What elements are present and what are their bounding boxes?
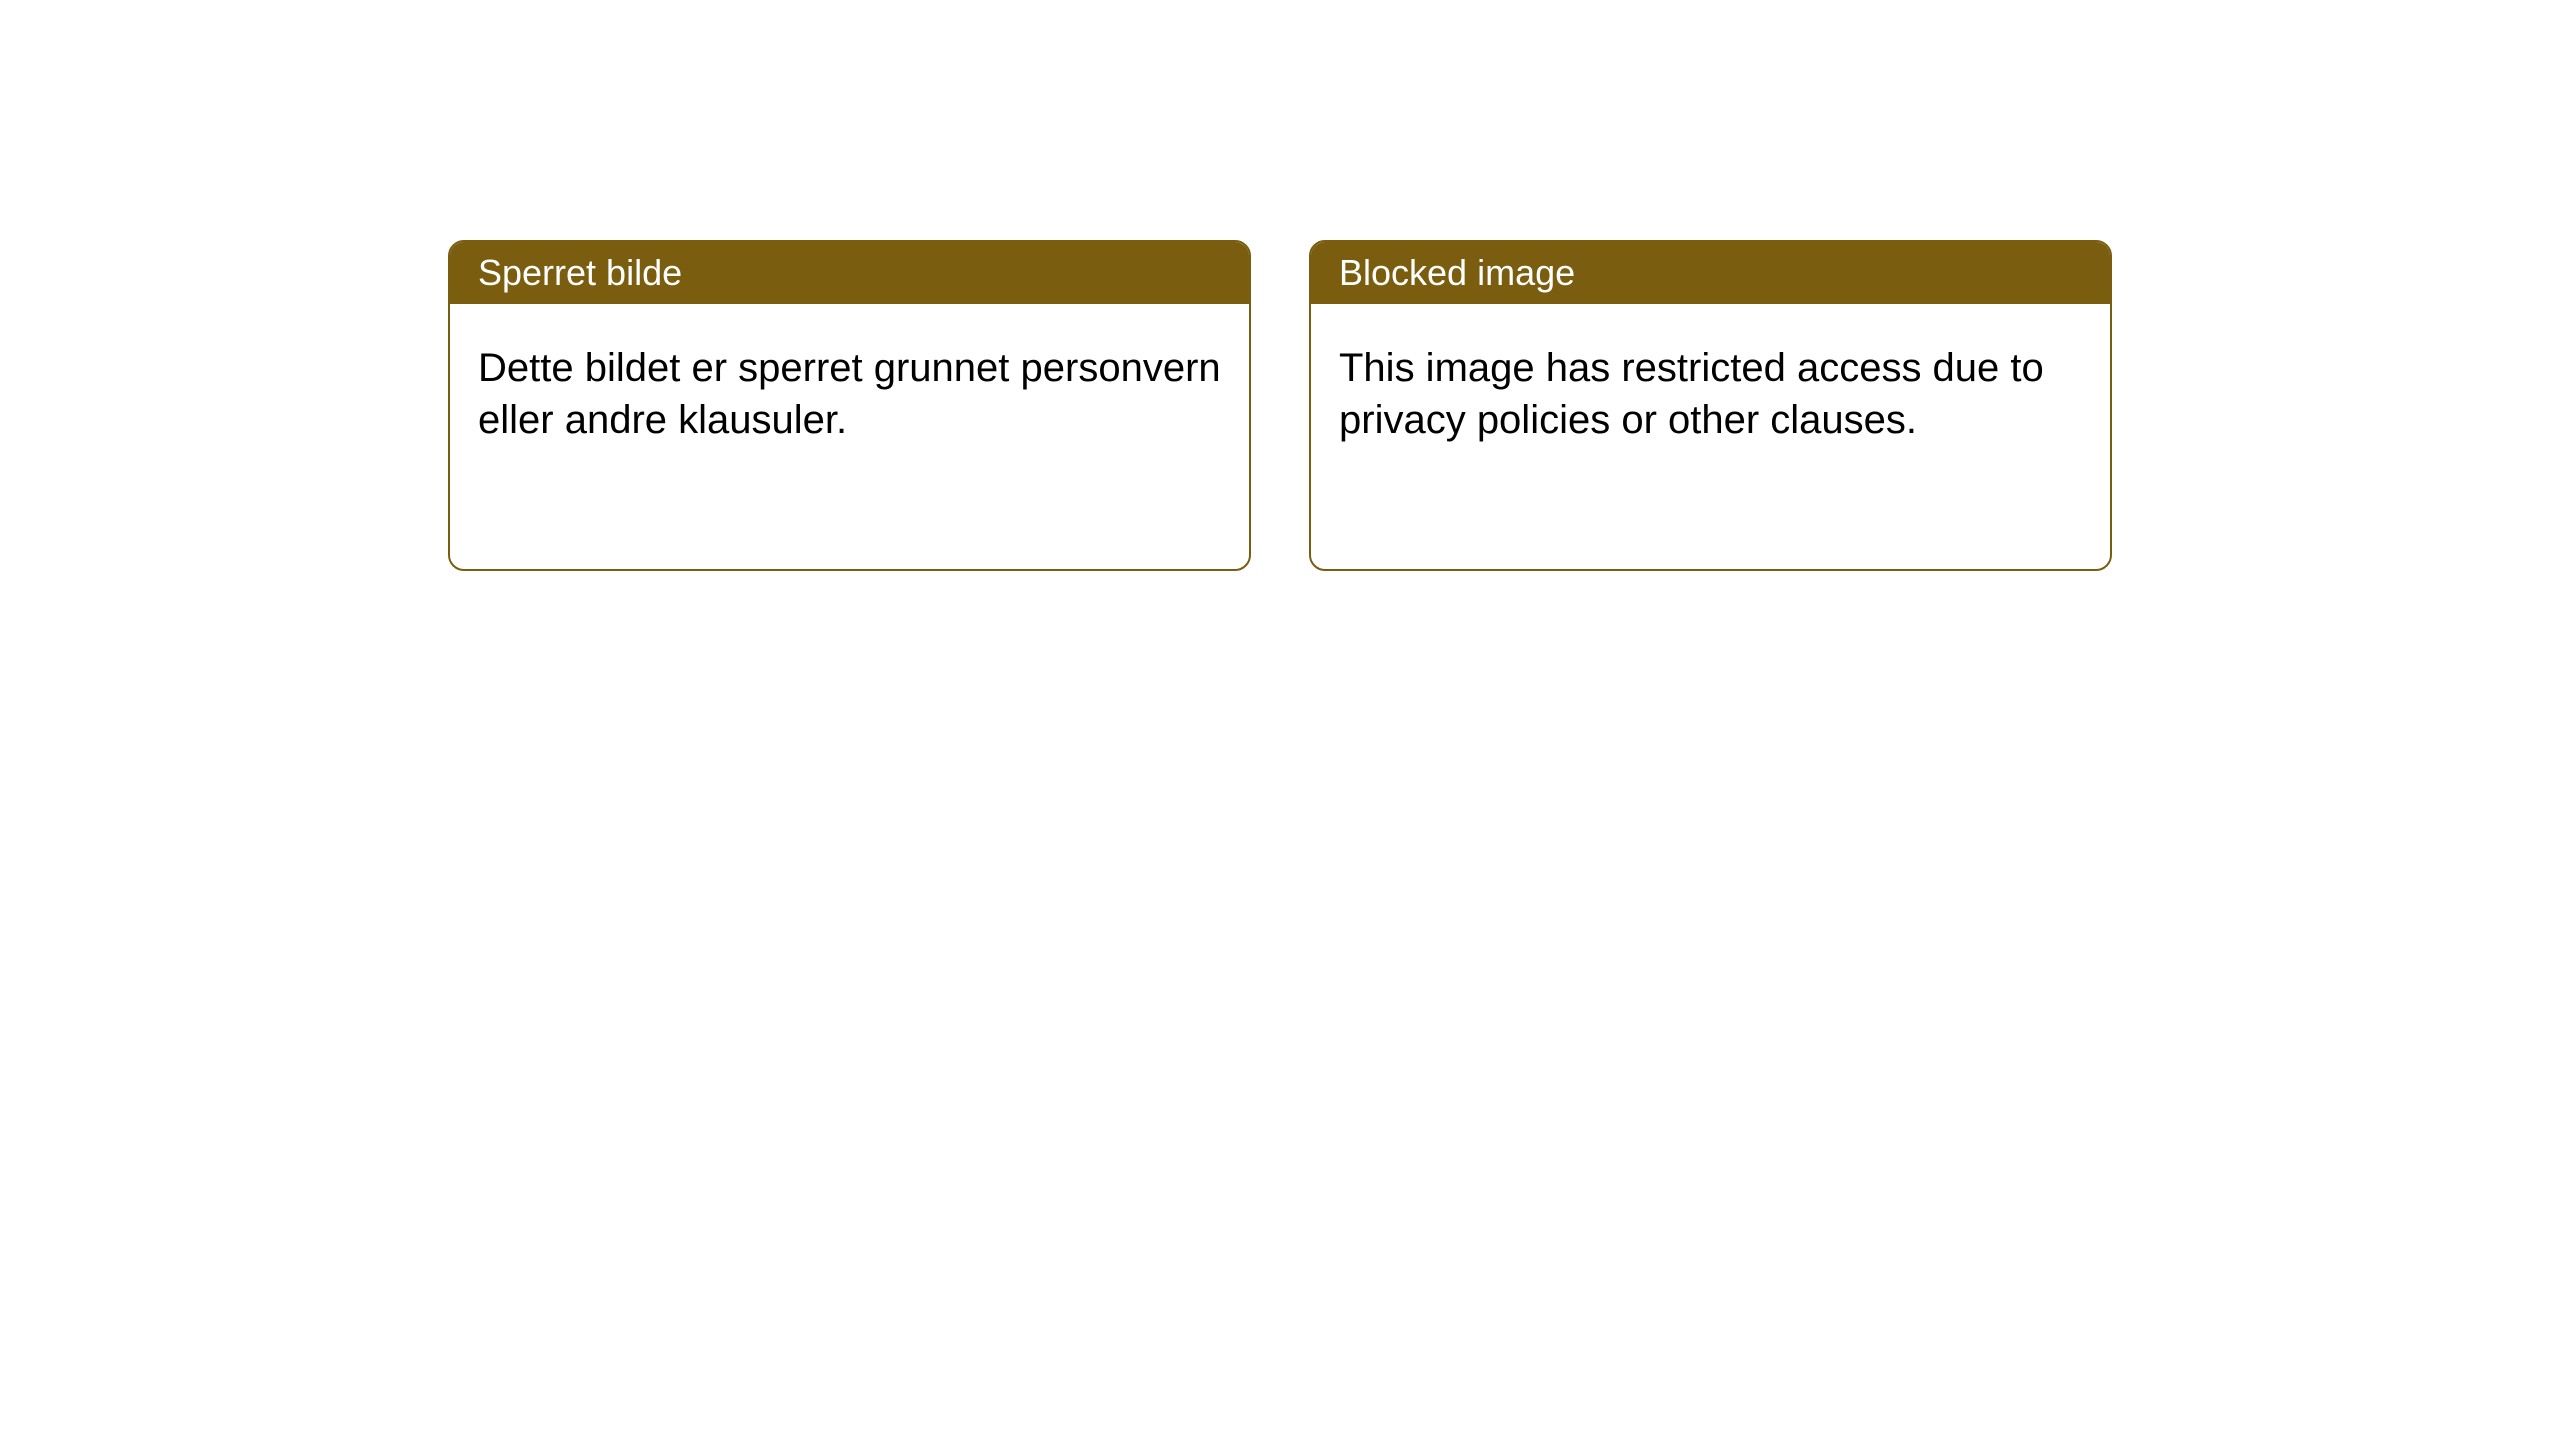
notice-card-norwegian: Sperret bilde Dette bildet er sperret gr… bbox=[448, 240, 1251, 571]
card-body-text: Dette bildet er sperret grunnet personve… bbox=[478, 346, 1221, 442]
notice-card-english: Blocked image This image has restricted … bbox=[1309, 240, 2112, 571]
card-header: Sperret bilde bbox=[450, 242, 1249, 304]
card-body: This image has restricted access due to … bbox=[1311, 304, 2110, 569]
card-title: Sperret bilde bbox=[478, 252, 682, 293]
notice-card-container: Sperret bilde Dette bildet er sperret gr… bbox=[448, 240, 2112, 571]
card-body: Dette bildet er sperret grunnet personve… bbox=[450, 304, 1249, 569]
card-title: Blocked image bbox=[1339, 252, 1575, 293]
card-header: Blocked image bbox=[1311, 242, 2110, 304]
card-body-text: This image has restricted access due to … bbox=[1339, 346, 2044, 442]
